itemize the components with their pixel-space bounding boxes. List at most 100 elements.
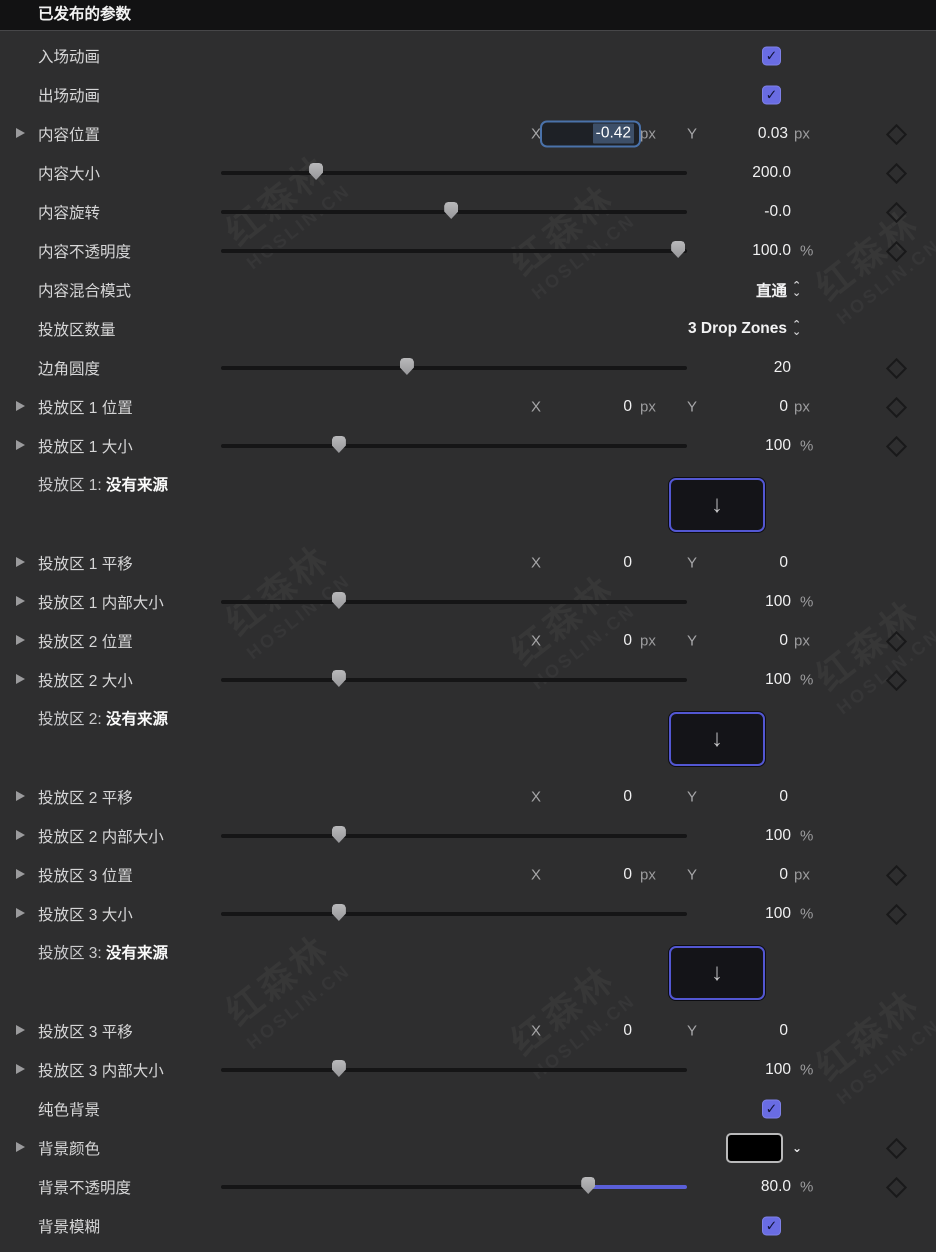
param-row: 投放区 2 平移 X 0 Y 0 <box>0 777 936 816</box>
param-row: 出场动画 ✓ <box>0 75 936 114</box>
x-value[interactable]: 0 <box>623 553 632 571</box>
keyframe-diamond-button[interactable] <box>885 864 908 887</box>
x-value[interactable]: 0 <box>623 631 632 649</box>
keyframe-diamond-button[interactable] <box>885 123 908 146</box>
y-axis-label: Y <box>687 866 698 883</box>
param-label: 内容大小 <box>38 165 101 183</box>
disclosure-triangle-icon[interactable] <box>16 635 25 645</box>
section-header: 已发布的参数 <box>0 0 936 31</box>
disclosure-triangle-icon[interactable] <box>16 908 25 918</box>
param-unit: % <box>800 1178 814 1195</box>
keyframe-diamond-button[interactable] <box>885 162 908 185</box>
disclosure-triangle-icon[interactable] <box>16 1064 25 1074</box>
param-label: 投放区 1 大小 <box>38 438 133 456</box>
keyframe-diamond-button[interactable] <box>885 903 908 926</box>
slider-thumb[interactable] <box>331 670 346 687</box>
param-row: 投放区 3: 没有来源 ↓ <box>0 933 936 1011</box>
keyframe-diamond-button[interactable] <box>885 630 908 653</box>
disclosure-triangle-icon[interactable] <box>16 557 25 567</box>
slider-thumb[interactable] <box>331 1060 346 1077</box>
disclosure-triangle-icon[interactable] <box>16 791 25 801</box>
drop-well-button[interactable]: ↓ <box>669 478 765 532</box>
disclosure-triangle-icon[interactable] <box>16 674 25 684</box>
source-status: 没有来源 <box>106 711 169 728</box>
keyframe-diamond-button[interactable] <box>885 201 908 224</box>
slider-thumb[interactable] <box>331 436 346 453</box>
keyframe-diamond-button[interactable] <box>885 240 908 263</box>
slider-track[interactable] <box>221 911 687 916</box>
y-value[interactable]: 0 <box>779 1021 788 1039</box>
color-swatch[interactable] <box>726 1132 783 1163</box>
x-value[interactable]: 0 <box>623 865 632 883</box>
slider-thumb[interactable] <box>444 202 459 219</box>
keyframe-diamond-button[interactable] <box>885 669 908 692</box>
down-arrow-icon: ↓ <box>711 491 723 518</box>
keyframe-diamond-button[interactable] <box>885 357 908 380</box>
param-label: 背景模糊 <box>38 1218 101 1236</box>
param-label: 内容混合模式 <box>38 282 132 300</box>
slider-thumb[interactable] <box>581 1177 596 1194</box>
slider-track[interactable] <box>221 599 687 604</box>
chevron-down-icon[interactable]: ⌄ <box>792 1140 803 1155</box>
disclosure-triangle-icon[interactable] <box>16 869 25 879</box>
keyframe-diamond-button[interactable] <box>885 396 908 419</box>
drop-well-button[interactable]: ↓ <box>669 712 765 766</box>
y-value[interactable]: 0 <box>779 553 788 571</box>
param-row: 投放区 3 位置 X 0 px Y 0 px <box>0 855 936 894</box>
slider-track[interactable] <box>221 248 687 253</box>
checkbox[interactable]: ✓ <box>762 1099 781 1118</box>
slider-thumb[interactable] <box>399 358 414 375</box>
slider-track[interactable] <box>221 170 687 175</box>
x-axis-label: X <box>531 632 542 649</box>
param-label: 投放区 2: 没有来源 <box>38 707 168 729</box>
slider-track[interactable] <box>221 833 687 838</box>
y-value[interactable]: 0.03 <box>757 124 788 142</box>
y-value[interactable]: 0 <box>779 865 788 883</box>
slider-thumb[interactable] <box>331 904 346 921</box>
slider-thumb[interactable] <box>671 241 686 258</box>
slider-track[interactable] <box>221 677 687 682</box>
checkbox[interactable]: ✓ <box>762 46 781 65</box>
slider-track[interactable] <box>221 443 687 448</box>
param-label: 投放区 2 平移 <box>38 789 133 807</box>
x-unit: px <box>640 632 656 649</box>
y-value[interactable]: 0 <box>779 787 788 805</box>
x-value[interactable]: 0 <box>623 397 632 415</box>
x-value[interactable]: 0 <box>623 787 632 805</box>
slider-thumb[interactable] <box>331 826 346 843</box>
y-value[interactable]: 0 <box>779 631 788 649</box>
slider-thumb[interactable] <box>331 592 346 609</box>
param-label: 投放区 3 位置 <box>38 867 133 885</box>
disclosure-triangle-icon[interactable] <box>16 1025 25 1035</box>
param-value: -0.0 <box>764 202 791 220</box>
disclosure-triangle-icon[interactable] <box>16 1142 25 1152</box>
disclosure-triangle-icon[interactable] <box>16 128 25 138</box>
keyframe-diamond-button[interactable] <box>885 1176 908 1199</box>
param-label: 投放区 2 内部大小 <box>38 828 164 846</box>
x-value[interactable]: 0 <box>623 1021 632 1039</box>
slider-track[interactable] <box>221 365 687 370</box>
disclosure-triangle-icon[interactable] <box>16 401 25 411</box>
keyframe-diamond-button[interactable] <box>885 1137 908 1160</box>
checkbox[interactable]: ✓ <box>762 1216 781 1235</box>
disclosure-triangle-icon[interactable] <box>16 596 25 606</box>
drop-well-button[interactable]: ↓ <box>669 946 765 1000</box>
y-axis-label: Y <box>687 632 698 649</box>
keyframe-diamond-button[interactable] <box>885 435 908 458</box>
popup-selected-value[interactable]: 直通 <box>755 282 787 300</box>
param-row: 投放区 1 位置 X 0 px Y 0 px <box>0 387 936 426</box>
disclosure-triangle-icon[interactable] <box>16 830 25 840</box>
x-axis-label: X <box>531 788 542 805</box>
param-value: 100 <box>765 670 791 688</box>
x-axis-label: X <box>531 866 542 883</box>
slider-track[interactable] <box>221 1184 687 1189</box>
disclosure-triangle-icon[interactable] <box>16 440 25 450</box>
param-label: 投放区 1 平移 <box>38 555 133 573</box>
popup-selected-value[interactable]: 3 Drop Zones <box>687 319 787 337</box>
x-value-field[interactable]: -0.42 <box>540 120 641 147</box>
y-value[interactable]: 0 <box>779 397 788 415</box>
slider-thumb[interactable] <box>309 163 324 180</box>
checkbox[interactable]: ✓ <box>762 85 781 104</box>
slider-track[interactable] <box>221 1067 687 1072</box>
